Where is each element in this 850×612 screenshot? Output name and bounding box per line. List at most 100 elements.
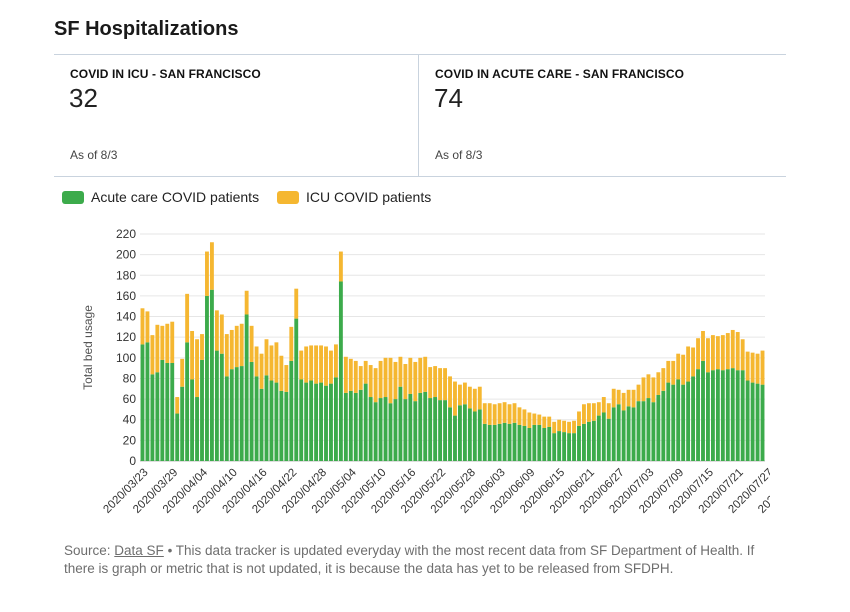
bar-icu[interactable] <box>264 339 269 376</box>
bar-icu[interactable] <box>160 325 165 360</box>
bar-icu[interactable] <box>567 421 572 434</box>
bar-icu[interactable] <box>200 334 204 360</box>
bar-acute[interactable] <box>393 399 398 461</box>
bar-acute[interactable] <box>755 383 760 461</box>
bar-icu[interactable] <box>696 338 700 370</box>
bar-acute[interactable] <box>502 422 507 461</box>
bar-icu[interactable] <box>552 421 557 434</box>
bar-acute[interactable] <box>552 433 557 461</box>
bar-acute[interactable] <box>353 392 358 461</box>
bar-icu[interactable] <box>259 353 264 389</box>
bar-acute[interactable] <box>140 344 145 461</box>
bar-icu[interactable] <box>755 353 760 384</box>
bar-icu[interactable] <box>572 420 576 434</box>
bar-icu[interactable] <box>547 416 552 427</box>
bar-icu[interactable] <box>284 365 289 392</box>
bar-acute[interactable] <box>621 410 626 461</box>
bar-acute[interactable] <box>567 433 572 461</box>
bar-acute[interactable] <box>145 342 150 461</box>
bar-icu[interactable] <box>527 412 532 428</box>
bar-icu[interactable] <box>661 368 666 391</box>
bar-icu[interactable] <box>224 334 229 377</box>
bar-acute[interactable] <box>661 390 666 461</box>
bar-icu[interactable] <box>701 330 705 361</box>
bar-acute[interactable] <box>462 404 467 461</box>
bar-icu[interactable] <box>190 330 195 380</box>
bar-icu[interactable] <box>725 333 730 370</box>
bar-acute[interactable] <box>542 427 547 461</box>
bar-icu[interactable] <box>621 392 626 411</box>
bar-acute[interactable] <box>577 425 581 461</box>
bar-icu[interactable] <box>710 335 715 371</box>
bar-acute[interactable] <box>701 360 705 461</box>
bar-icu[interactable] <box>205 251 209 296</box>
bar-acute[interactable] <box>706 372 710 461</box>
bar-icu[interactable] <box>289 326 294 361</box>
bar-icu[interactable] <box>209 242 214 290</box>
bar-acute[interactable] <box>676 379 681 461</box>
bar-acute[interactable] <box>418 392 423 461</box>
bar-icu[interactable] <box>314 345 319 384</box>
bar-acute[interactable] <box>547 426 552 461</box>
bar-acute[interactable] <box>413 401 418 461</box>
bar-icu[interactable] <box>234 325 239 368</box>
bar-acute[interactable] <box>185 342 190 461</box>
bar-icu[interactable] <box>428 367 433 399</box>
bar-acute[interactable] <box>249 361 254 461</box>
bar-icu[interactable] <box>368 365 373 398</box>
bar-acute[interactable] <box>681 384 686 461</box>
bar-icu[interactable] <box>155 324 160 373</box>
bar-icu[interactable] <box>453 381 457 416</box>
bar-acute[interactable] <box>666 382 671 461</box>
bar-icu[interactable] <box>343 356 348 393</box>
bar-icu[interactable] <box>383 357 388 398</box>
bar-icu[interactable] <box>686 346 691 382</box>
bar-acute[interactable] <box>458 405 462 461</box>
bar-icu[interactable] <box>557 419 562 432</box>
bar-acute[interactable] <box>532 424 537 461</box>
bar-acute[interactable] <box>284 391 289 461</box>
legend-item-icu[interactable]: ICU COVID patients <box>276 189 431 205</box>
bar-icu[interactable] <box>646 374 651 399</box>
bar-icu[interactable] <box>750 352 755 383</box>
bar-acute[interactable] <box>740 370 745 461</box>
bar-icu[interactable] <box>542 416 547 428</box>
bar-icu[interactable] <box>462 382 467 405</box>
bar-icu[interactable] <box>735 332 740 371</box>
bar-acute[interactable] <box>244 314 249 461</box>
bar-icu[interactable] <box>244 290 249 315</box>
bar-acute[interactable] <box>517 424 522 461</box>
bar-icu[interactable] <box>477 386 482 410</box>
bar-acute[interactable] <box>398 386 403 461</box>
bar-icu[interactable] <box>170 321 175 363</box>
bar-acute[interactable] <box>373 402 378 461</box>
bar-acute[interactable] <box>492 424 497 461</box>
bar-acute[interactable] <box>710 370 715 461</box>
bar-acute[interactable] <box>324 385 328 461</box>
legend-item-acute[interactable]: Acute care COVID patients <box>62 189 259 205</box>
bar-icu[interactable] <box>363 360 368 384</box>
bar-acute[interactable] <box>294 318 299 461</box>
bar-acute[interactable] <box>408 393 413 461</box>
bar-acute[interactable] <box>388 403 393 461</box>
bar-icu[interactable] <box>626 389 631 407</box>
bar-icu[interactable] <box>492 404 497 425</box>
bar-acute[interactable] <box>314 383 319 461</box>
bar-acute[interactable] <box>537 424 542 461</box>
bar-acute[interactable] <box>745 380 750 461</box>
bar-icu[interactable] <box>150 335 155 375</box>
bar-icu[interactable] <box>249 325 254 362</box>
bar-icu[interactable] <box>348 358 353 391</box>
bar-icu[interactable] <box>666 360 671 383</box>
bar-acute[interactable] <box>269 380 274 461</box>
bar-icu[interactable] <box>438 368 443 401</box>
bar-icu[interactable] <box>180 358 185 387</box>
bar-icu[interactable] <box>458 384 462 406</box>
bar-acute[interactable] <box>329 383 333 461</box>
bar-icu[interactable] <box>760 350 765 385</box>
bar-icu[interactable] <box>413 361 418 402</box>
bar-acute[interactable] <box>616 404 621 461</box>
bar-icu[interactable] <box>433 366 438 398</box>
bar-acute[interactable] <box>656 394 661 461</box>
bar-icu[interactable] <box>691 347 696 377</box>
